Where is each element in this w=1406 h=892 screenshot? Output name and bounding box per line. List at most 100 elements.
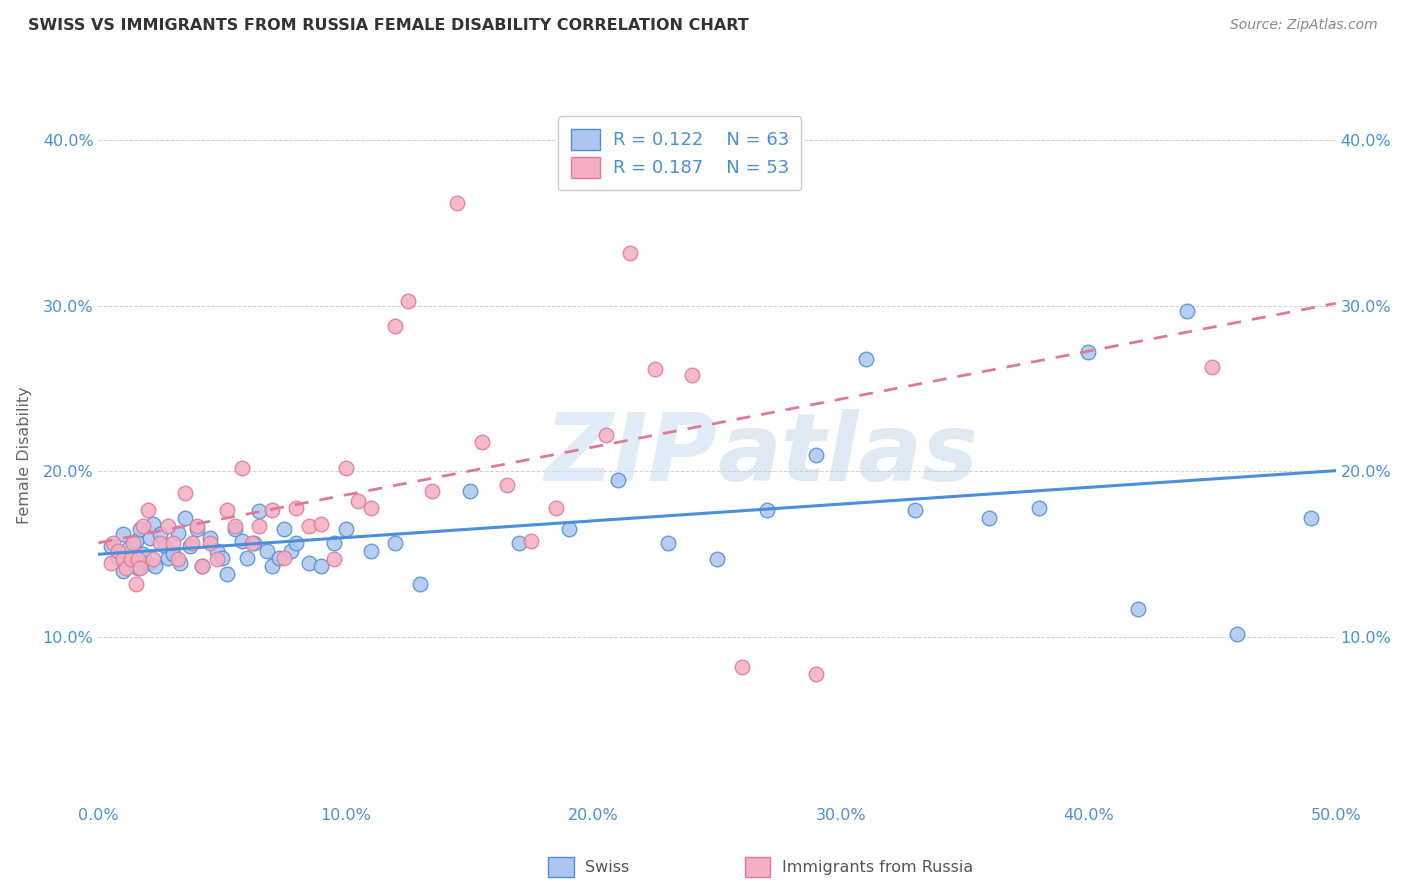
Point <box>979 511 1001 525</box>
Point <box>142 552 165 566</box>
Point <box>546 500 568 515</box>
Point <box>224 523 246 537</box>
Point <box>169 556 191 570</box>
Point <box>136 502 159 516</box>
Point <box>1126 602 1149 616</box>
Point <box>595 428 617 442</box>
Point <box>384 318 406 333</box>
Point <box>181 535 204 549</box>
Point <box>804 448 827 462</box>
Point <box>162 547 184 561</box>
Point <box>132 519 155 533</box>
Point <box>247 519 270 533</box>
Point <box>247 504 270 518</box>
Point <box>335 461 357 475</box>
Text: ZIP: ZIP <box>544 409 717 501</box>
Point <box>855 351 877 366</box>
Point <box>520 534 543 549</box>
Text: SWISS VS IMMIGRANTS FROM RUSSIA FEMALE DISABILITY CORRELATION CHART: SWISS VS IMMIGRANTS FROM RUSSIA FEMALE D… <box>28 18 749 33</box>
Point <box>136 556 159 570</box>
Point <box>198 535 221 549</box>
Point <box>256 544 278 558</box>
Point <box>166 552 188 566</box>
Point <box>446 196 468 211</box>
Point <box>112 552 135 566</box>
Point <box>1299 511 1322 525</box>
Point <box>132 547 155 561</box>
Legend: R = 0.122    N = 63, R = 0.187    N = 53: R = 0.122 N = 63, R = 0.187 N = 53 <box>558 116 801 190</box>
Point <box>309 558 332 573</box>
Point <box>174 511 197 525</box>
Point <box>100 539 122 553</box>
Point <box>508 535 530 549</box>
Point <box>309 517 332 532</box>
Point <box>422 484 444 499</box>
Point <box>1226 627 1249 641</box>
Point <box>166 525 188 540</box>
Point <box>217 567 239 582</box>
Point <box>191 558 214 573</box>
Point <box>198 531 221 545</box>
Point <box>162 535 184 549</box>
Point <box>347 494 370 508</box>
Point <box>205 552 228 566</box>
Point <box>129 523 152 537</box>
Point <box>142 517 165 532</box>
Text: Immigrants from Russia: Immigrants from Russia <box>782 860 973 874</box>
Point <box>112 564 135 578</box>
Point <box>124 577 146 591</box>
Point <box>557 523 579 537</box>
Point <box>804 666 827 681</box>
Point <box>231 461 253 475</box>
Point <box>205 544 228 558</box>
Point <box>681 368 703 383</box>
Point <box>224 519 246 533</box>
Point <box>231 534 253 549</box>
Point <box>298 519 321 533</box>
Point <box>129 560 152 574</box>
Text: Source: ZipAtlas.com: Source: ZipAtlas.com <box>1230 18 1378 32</box>
Point <box>904 502 927 516</box>
Point <box>127 560 149 574</box>
Point <box>179 539 201 553</box>
Point <box>273 523 295 537</box>
Point <box>706 552 728 566</box>
Point <box>174 486 197 500</box>
Point <box>117 542 139 557</box>
Point <box>127 552 149 566</box>
Point <box>143 558 166 573</box>
Point <box>149 535 172 549</box>
Point <box>122 535 145 549</box>
Point <box>124 534 146 549</box>
Point <box>569 141 592 155</box>
Point <box>731 660 754 674</box>
Point <box>495 477 517 491</box>
Point <box>360 544 382 558</box>
Point <box>755 502 778 516</box>
Point <box>107 544 129 558</box>
Point <box>458 484 481 499</box>
Text: atlas: atlas <box>717 409 979 501</box>
Point <box>409 577 432 591</box>
Point <box>211 550 233 565</box>
Y-axis label: Female Disability: Female Disability <box>17 386 31 524</box>
Point <box>360 500 382 515</box>
Point <box>644 361 666 376</box>
Text: Swiss: Swiss <box>585 860 628 874</box>
Point <box>155 539 177 553</box>
Point <box>240 535 263 549</box>
Point <box>120 552 142 566</box>
Point <box>156 550 179 565</box>
Point <box>471 434 494 449</box>
Point <box>156 519 179 533</box>
Point <box>298 556 321 570</box>
Point <box>139 531 162 545</box>
Point <box>107 550 129 565</box>
Point <box>384 535 406 549</box>
Point <box>285 535 308 549</box>
Point <box>191 558 214 573</box>
Point <box>1201 360 1223 375</box>
Point <box>1077 345 1099 359</box>
Point <box>186 523 208 537</box>
Point <box>1175 303 1198 318</box>
